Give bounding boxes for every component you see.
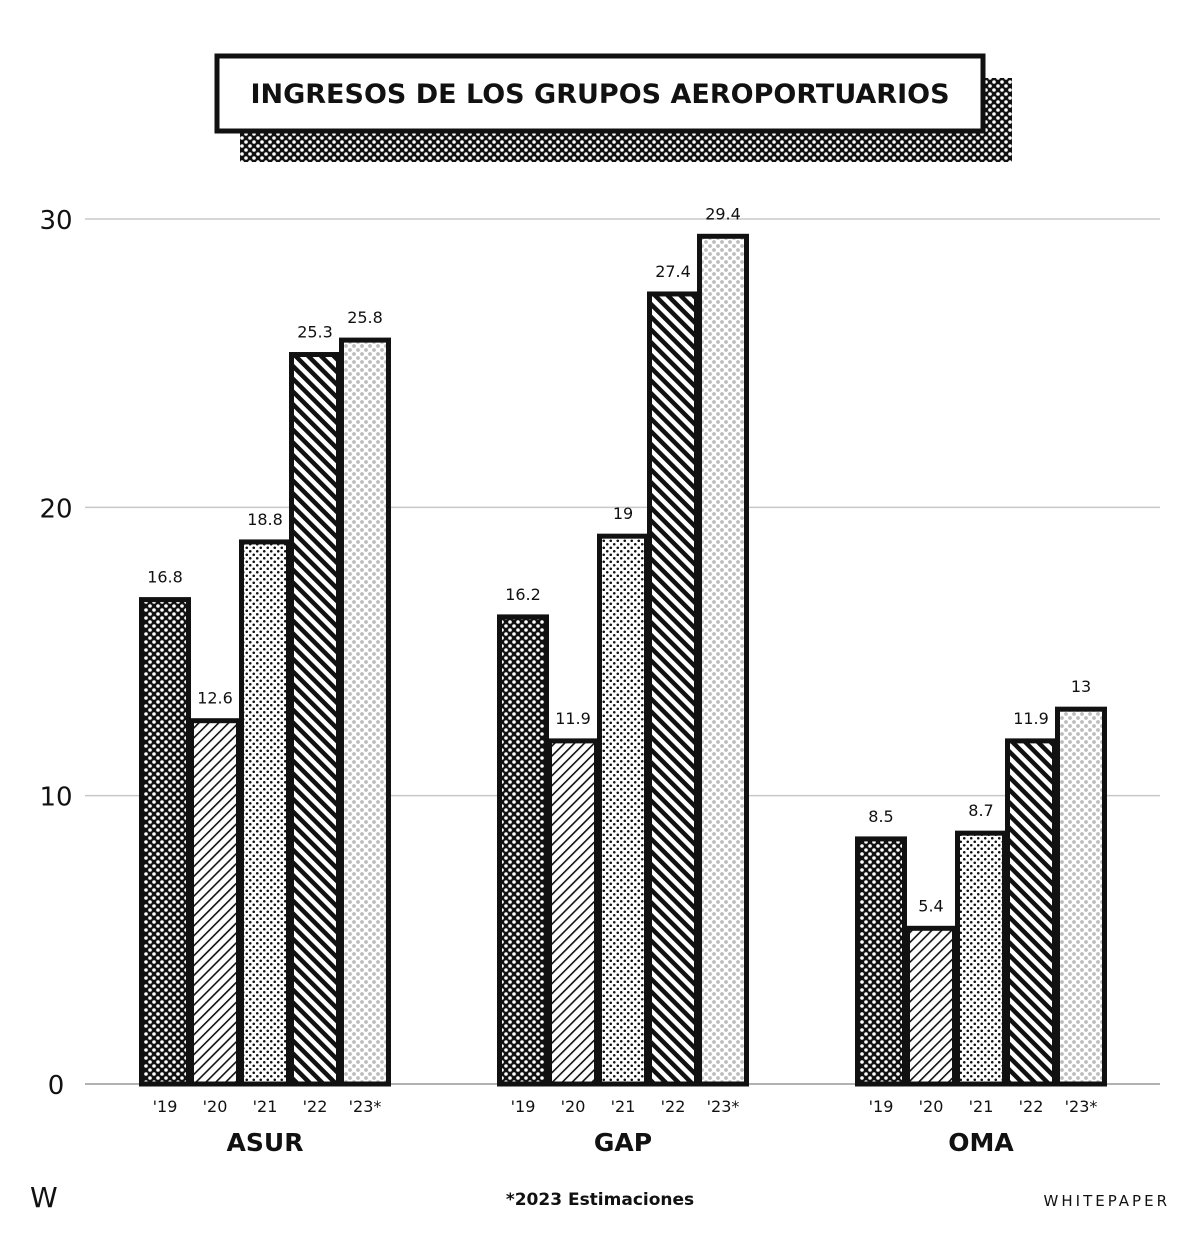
data-label: 25.3 xyxy=(297,323,333,342)
chart-title: INGRESOS DE LOS GRUPOS AEROPORTUARIOS xyxy=(250,79,949,110)
bar xyxy=(597,533,649,1087)
group-label: ASUR xyxy=(227,1128,304,1157)
bar xyxy=(647,291,699,1087)
data-label: 16.2 xyxy=(505,585,541,604)
title-frame xyxy=(214,53,986,134)
bar xyxy=(855,836,907,1087)
data-label: 13 xyxy=(1071,677,1091,696)
bar-group-oma: 8.5 '19 5.4 '20 8.7 '21 11.9 '22 13 '23* OMA xyxy=(855,677,1107,1157)
bar xyxy=(189,718,241,1087)
data-label: 8.5 xyxy=(868,807,893,826)
x-tick-label: '22 xyxy=(1019,1097,1044,1116)
data-label: 16.8 xyxy=(147,568,183,587)
data-label: 8.7 xyxy=(968,801,993,820)
x-tick-label: '22 xyxy=(661,1097,686,1116)
bar xyxy=(1055,706,1107,1087)
x-tick-label: '21 xyxy=(611,1097,636,1116)
bar xyxy=(289,352,341,1087)
x-tick-label: '19 xyxy=(869,1097,894,1116)
bar xyxy=(697,233,749,1087)
x-tick-label: '21 xyxy=(969,1097,994,1116)
bar xyxy=(955,830,1007,1087)
x-tick-label: '22 xyxy=(303,1097,328,1116)
x-tick-label: '21 xyxy=(253,1097,278,1116)
bar xyxy=(1005,738,1057,1087)
data-label: 11.9 xyxy=(555,709,591,728)
x-tick-label: '19 xyxy=(153,1097,178,1116)
bar xyxy=(497,614,549,1087)
group-label: GAP xyxy=(594,1128,652,1157)
bar-group-asur: 16.8 '19 12.6 '20 18.8 '21 25.3 '22 25.8 '23* ASUR xyxy=(139,308,391,1157)
x-tick-label: '20 xyxy=(919,1097,944,1116)
x-tick-label: '23* xyxy=(707,1097,740,1116)
bar-group-gap: 16.2 '19 11.9 '20 19 '21 27.4 '22 29.4 '23* GAP xyxy=(497,204,749,1157)
data-label: 29.4 xyxy=(705,204,741,223)
title-box: INGRESOS DE LOS GRUPOS AEROPORTUARIOS xyxy=(214,53,1012,162)
y-tick-label: 30 xyxy=(39,206,72,236)
x-tick-label: '23* xyxy=(349,1097,382,1116)
logo: W xyxy=(30,1181,58,1214)
data-label: 18.8 xyxy=(247,510,283,529)
y-tick-label: 20 xyxy=(39,494,72,524)
data-label: 27.4 xyxy=(655,262,691,281)
y-tick-label: 10 xyxy=(39,783,72,813)
x-tick-label: '23* xyxy=(1065,1097,1098,1116)
x-tick-label: '20 xyxy=(203,1097,228,1116)
brand-name: WHITEPAPER xyxy=(1044,1192,1170,1210)
x-tick-label: '20 xyxy=(561,1097,586,1116)
data-label: 11.9 xyxy=(1013,709,1049,728)
y-tick-label: 0 xyxy=(48,1071,65,1101)
data-label: 12.6 xyxy=(197,689,233,708)
bar xyxy=(239,539,291,1087)
data-label: 19 xyxy=(613,504,633,523)
bar xyxy=(139,597,191,1087)
bar xyxy=(547,738,599,1087)
data-label: 25.8 xyxy=(347,308,383,327)
data-label: 5.4 xyxy=(918,896,943,915)
bar xyxy=(905,925,957,1087)
bar xyxy=(339,337,391,1087)
x-tick-label: '19 xyxy=(511,1097,536,1116)
footnote: *2023 Estimaciones xyxy=(506,1190,694,1210)
group-label: OMA xyxy=(948,1128,1014,1157)
